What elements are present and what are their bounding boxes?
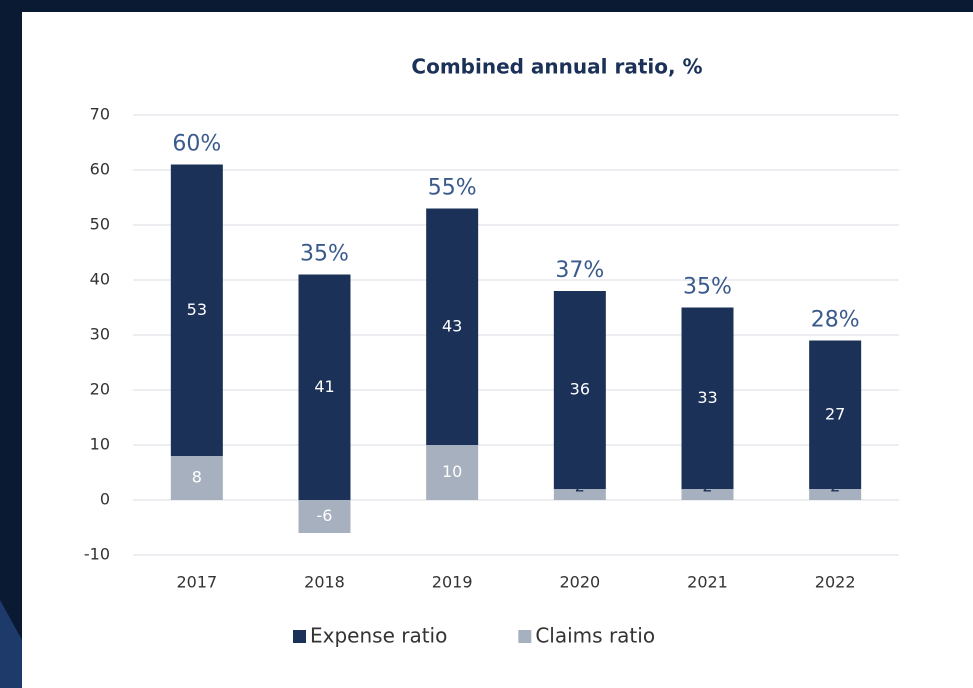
- y-tick-label: 70: [90, 105, 110, 124]
- value-label: -6: [317, 506, 333, 525]
- chart-title: Combined annual ratio, %: [411, 55, 702, 79]
- bar-segment: [426, 208, 479, 445]
- bar-segment: [553, 489, 606, 500]
- bar-segment: [809, 489, 862, 500]
- bar-segment: [298, 500, 351, 533]
- value-label: 43: [442, 316, 462, 335]
- y-tick-label: 20: [90, 380, 110, 399]
- total-label: 37%: [555, 258, 604, 283]
- bar-segment: [681, 307, 734, 489]
- x-tick-label: 2017: [176, 573, 217, 592]
- legend-label: Expense ratio: [310, 624, 447, 648]
- x-tick-label: 2022: [815, 573, 856, 592]
- legend-swatch: [518, 630, 532, 643]
- y-tick-label: 10: [90, 435, 110, 454]
- legend-label: Claims ratio: [535, 624, 655, 648]
- bar-segment: [170, 164, 223, 456]
- value-label: 8: [192, 468, 202, 487]
- bar-segment: [298, 274, 351, 500]
- x-tick-label: 2019: [432, 573, 473, 592]
- y-tick-label: 0: [100, 490, 110, 509]
- total-label: 28%: [811, 308, 860, 333]
- bar-segment: [170, 456, 223, 500]
- bar-segment: [809, 340, 862, 489]
- total-label: 35%: [683, 275, 732, 300]
- value-label: 27: [825, 404, 845, 423]
- bar-segment: [553, 291, 606, 489]
- x-tick-label: 2018: [304, 573, 345, 592]
- value-label: 33: [697, 388, 717, 407]
- bar-segment: [681, 489, 734, 500]
- x-tick-label: 2021: [687, 573, 728, 592]
- y-tick-label: 50: [90, 215, 110, 234]
- decor: [0, 600, 22, 688]
- y-tick-label: 30: [90, 325, 110, 344]
- value-label: 36: [570, 380, 590, 399]
- total-label: 35%: [300, 242, 349, 267]
- total-label: 60%: [172, 132, 221, 157]
- legend-swatch: [293, 630, 306, 643]
- value-label: 53: [187, 300, 207, 319]
- value-label: 10: [442, 462, 462, 481]
- y-tick-label: 60: [90, 160, 110, 179]
- total-label: 55%: [428, 176, 477, 201]
- y-tick-label: 40: [90, 270, 110, 289]
- bar-segment: [426, 445, 479, 500]
- x-tick-label: 2020: [559, 573, 600, 592]
- y-tick-label: -10: [84, 545, 110, 564]
- value-label: 41: [314, 377, 334, 396]
